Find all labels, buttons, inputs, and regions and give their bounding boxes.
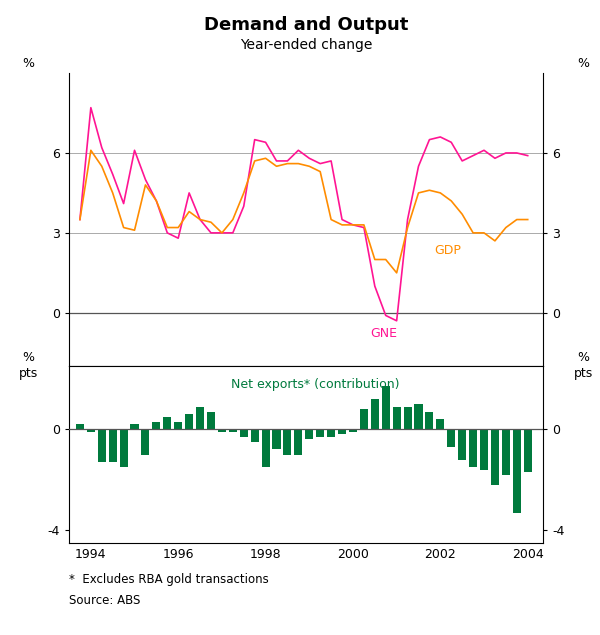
Text: Year-ended change: Year-ended change <box>240 38 372 52</box>
Bar <box>371 399 379 429</box>
Text: %: % <box>23 57 35 70</box>
Bar <box>436 419 445 429</box>
Bar <box>327 429 335 437</box>
Bar <box>360 409 368 429</box>
Bar <box>480 429 488 470</box>
Bar <box>392 406 401 429</box>
Bar <box>142 429 149 455</box>
Text: Source: ABS: Source: ABS <box>69 594 140 606</box>
Bar <box>98 429 106 462</box>
Bar <box>524 429 532 472</box>
Bar <box>425 411 433 429</box>
Bar <box>502 429 510 475</box>
Bar <box>283 429 292 455</box>
Bar <box>349 429 357 432</box>
Bar <box>447 429 455 447</box>
Bar <box>163 417 172 429</box>
Bar <box>251 429 259 442</box>
Bar <box>87 429 95 432</box>
Text: Demand and Output: Demand and Output <box>204 17 408 34</box>
Bar <box>207 411 215 429</box>
Text: Net exports* (contribution): Net exports* (contribution) <box>231 378 400 391</box>
Bar <box>196 406 204 429</box>
Bar <box>119 429 128 467</box>
Text: pts: pts <box>19 367 38 380</box>
Bar <box>218 429 226 432</box>
Bar <box>469 429 477 467</box>
Bar <box>109 429 117 462</box>
Bar <box>295 429 302 455</box>
Text: %: % <box>577 57 589 70</box>
Text: GNE: GNE <box>370 327 397 340</box>
Bar <box>240 429 248 437</box>
Bar <box>458 429 466 460</box>
Bar <box>382 386 390 429</box>
Bar <box>130 424 139 429</box>
Bar <box>272 429 281 450</box>
Bar <box>316 429 324 437</box>
Text: *  Excludes RBA gold transactions: * Excludes RBA gold transactions <box>69 573 269 585</box>
Text: pts: pts <box>574 367 593 380</box>
Bar <box>338 429 346 434</box>
Bar <box>152 422 160 429</box>
Bar <box>491 429 499 485</box>
Bar <box>76 424 84 429</box>
Text: %: % <box>577 351 589 364</box>
Bar <box>404 406 412 429</box>
Bar <box>174 422 182 429</box>
Text: GDP: GDP <box>434 244 461 257</box>
Bar <box>415 404 422 429</box>
Text: %: % <box>23 351 35 364</box>
Bar <box>229 429 237 432</box>
Bar <box>513 429 521 512</box>
Bar <box>305 429 313 439</box>
Bar <box>185 414 193 429</box>
Bar <box>262 429 269 467</box>
